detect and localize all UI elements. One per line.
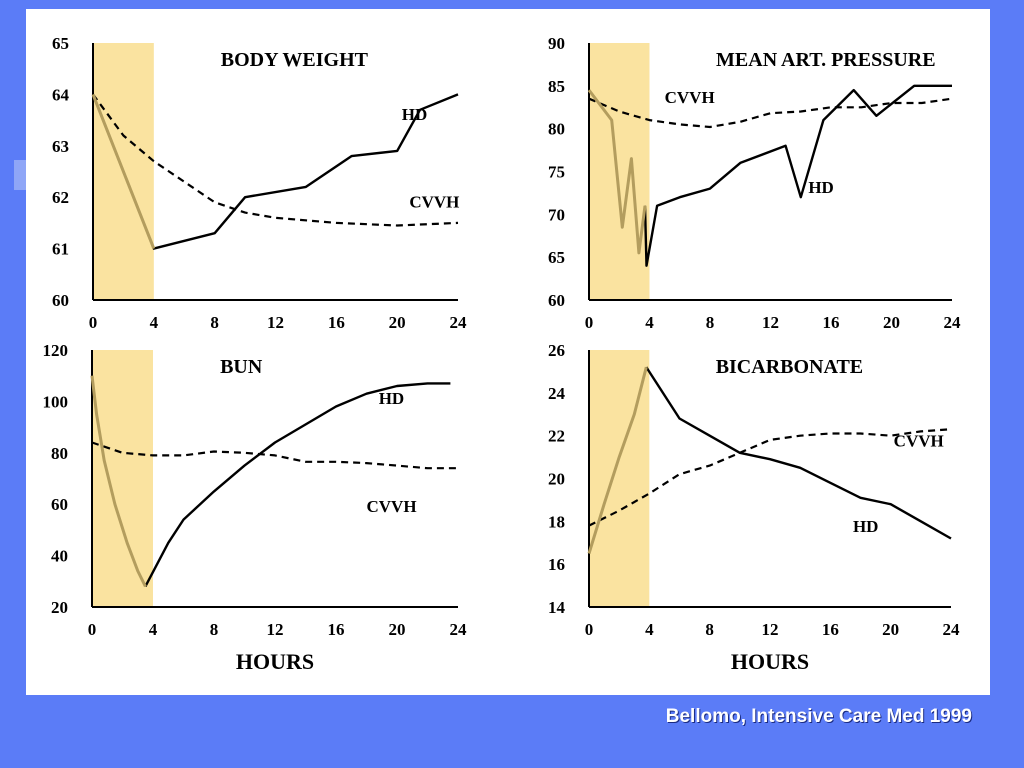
chart-1-y-tick-label: 65 — [52, 34, 69, 53]
chart-3-x-tick-label: 4 — [149, 620, 158, 639]
chart-4-series-hd-line — [645, 366, 952, 540]
chart-2-x-tick-label: 16 — [823, 313, 840, 332]
chart-1-series-hd-line — [91, 93, 459, 250]
chart-3-x-tick-label: 0 — [88, 620, 97, 639]
chart-2-y-tick-label: 60 — [548, 291, 565, 310]
chart-4-x-tick-label: 0 — [585, 620, 594, 639]
chart-4-highlight-line — [587, 366, 648, 554]
chart-2-series-hd-label: HD — [808, 178, 834, 197]
chart-2-y-tick-label: 80 — [548, 120, 565, 139]
chart-2-x-tick-label: 8 — [706, 313, 715, 332]
chart-2-title: MEAN ART. PRESSURE — [716, 49, 936, 71]
citation-text: Bellomo, Intensive Care Med 1999 — [665, 706, 972, 727]
chart-1-title: BODY WEIGHT — [221, 49, 369, 71]
chart-2-y-tick-label: 85 — [548, 77, 565, 96]
chart-1-y-tick-label: 61 — [52, 240, 69, 259]
chart-4-y-tick-label: 20 — [548, 470, 565, 489]
chart-4-x-tick-label: 16 — [822, 620, 839, 639]
chart-2-series-cvvh-label: CVVH — [665, 88, 715, 107]
chart-4-series-hd-label: HD — [853, 517, 879, 536]
chart-4-y-tick-label: 14 — [548, 598, 566, 617]
chart-2-y-tick-label: 70 — [548, 205, 565, 224]
chart-2-y-tick-label: 75 — [548, 163, 565, 182]
chart-3-x-tick-label: 12 — [267, 620, 284, 639]
chart-3-y-tick-label: 20 — [51, 598, 68, 617]
chart-2-highlight-band — [589, 43, 650, 300]
chart-4-y-tick-label: 18 — [548, 512, 565, 531]
chart-3-series-cvvh-line — [91, 441, 458, 470]
chart-4-x-tick-label: 4 — [645, 620, 654, 639]
chart-2-highlight-line — [587, 89, 647, 255]
chart-1-x-tick-label: 4 — [150, 313, 159, 332]
chart-1-y-tick-label: 62 — [52, 188, 69, 207]
chart-2-y-tick-label: 90 — [548, 34, 565, 53]
chart-3-x-tick-label: 8 — [210, 620, 219, 639]
chart-1-x-tick-label: 24 — [450, 313, 468, 332]
chart-2-x-tick-label: 4 — [645, 313, 654, 332]
chart-4-x-tick-label: 12 — [762, 620, 779, 639]
chart-3-y-tick-label: 100 — [43, 392, 69, 411]
chart-1-highlight-line — [91, 93, 156, 250]
chart-3-y-tick-label: 120 — [43, 341, 69, 360]
figure-panel — [26, 9, 990, 695]
chart-4-y-tick-label: 24 — [548, 384, 566, 403]
chart-1-x-tick-label: 0 — [89, 313, 98, 332]
chart-1-x-tick-label: 8 — [210, 313, 219, 332]
chart-4-y-tick-label: 22 — [548, 427, 565, 446]
chart-3-series-hd-line — [144, 382, 451, 587]
chart-3-x-axis-title: HOURS — [236, 649, 314, 674]
chart-3-highlight-line — [90, 375, 147, 588]
chart-3-highlight-band — [92, 350, 153, 607]
chart-2-x-tick-label: 12 — [762, 313, 779, 332]
chart-3-series-hd-label: HD — [379, 389, 405, 408]
chart-4-x-axis-title: HOURS — [731, 649, 809, 674]
chart-1-series-hd-label: HD — [402, 105, 428, 124]
chart-2-x-tick-label: 24 — [944, 313, 962, 332]
chart-1-series-cvvh-label: CVVH — [409, 192, 459, 211]
slide-accent-bar — [14, 160, 26, 190]
chart-2-y-tick-label: 65 — [548, 248, 565, 267]
chart-3-y-tick-label: 60 — [51, 495, 68, 514]
chart-1-x-tick-label: 12 — [267, 313, 284, 332]
chart-3-x-tick-label: 16 — [328, 620, 345, 639]
chart-4-y-tick-label: 26 — [548, 341, 565, 360]
chart-2-series-cvvh-line — [588, 97, 953, 129]
chart-4-y-tick-label: 16 — [548, 555, 565, 574]
chart-3-x-tick-label: 24 — [450, 620, 468, 639]
chart-4-x-tick-label: 8 — [705, 620, 714, 639]
chart-1-y-tick-label: 64 — [52, 85, 70, 104]
chart-3-y-tick-label: 80 — [51, 444, 68, 463]
chart-3-series-cvvh-label: CVVH — [367, 497, 417, 516]
charts-canvas: 60 61 62 63 64 65 0 4 8 12 16 20 24 BODY WEIGHT HD CVVH… — [43, 34, 962, 674]
chart-3-title: BUN — [220, 356, 263, 378]
chart-2-x-tick-label: 20 — [883, 313, 900, 332]
chart-1-series-cvvh-line — [92, 93, 459, 227]
chart-1-x-tick-label: 16 — [328, 313, 345, 332]
chart-4-x-tick-label: 20 — [882, 620, 899, 639]
chart-4-x-tick-label: 24 — [943, 620, 961, 639]
chart-4-series-cvvh-label: CVVH — [894, 431, 944, 450]
chart-1-y-tick-label: 60 — [52, 291, 69, 310]
chart-4-title: BICARBONATE — [716, 356, 863, 378]
chart-1-x-tick-label: 20 — [389, 313, 406, 332]
chart-2-x-tick-label: 0 — [585, 313, 594, 332]
chart-1-y-tick-label: 63 — [52, 137, 69, 156]
chart-2-series-hd-line — [643, 84, 952, 267]
chart-3-x-tick-label: 20 — [389, 620, 406, 639]
chart-3-y-tick-label: 40 — [51, 547, 68, 566]
